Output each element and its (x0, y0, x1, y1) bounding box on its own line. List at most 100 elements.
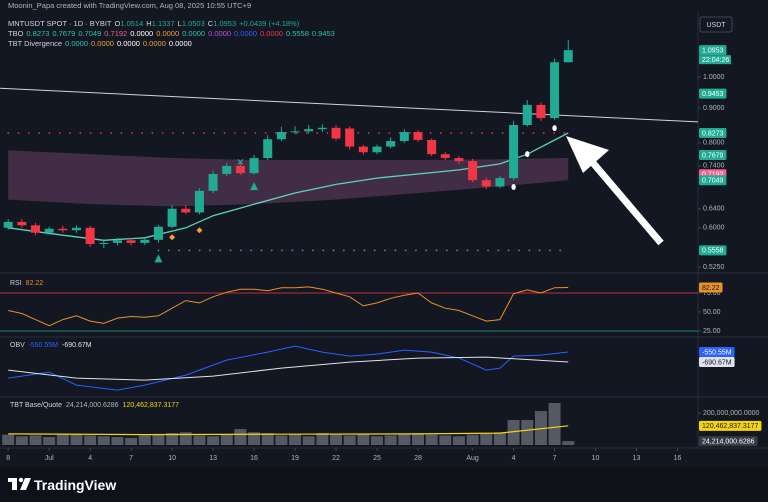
pane-value: 120,462,837.3177 (123, 402, 180, 409)
candle-body (249, 158, 259, 174)
indicator-value: 0.0000 (116, 39, 140, 48)
bar (193, 435, 206, 445)
bar (302, 436, 315, 445)
candle-body (31, 225, 41, 233)
indicator-value: 0.0000 (208, 29, 232, 38)
indicator-value: 0.0000 (142, 39, 166, 48)
indicator-value: 0.8273 (26, 29, 50, 38)
pane-title: OBV -550.55M -690.67M (10, 342, 92, 349)
candle-body (290, 131, 300, 133)
candle-body (468, 161, 478, 181)
indicator-value: 0.0000 (182, 29, 206, 38)
bar (562, 441, 575, 445)
bar (166, 433, 179, 445)
bar (111, 437, 124, 445)
y-tick-label: 25.00 (703, 328, 721, 335)
bar (439, 435, 452, 445)
candle-body (263, 139, 273, 159)
candle-body (153, 226, 163, 240)
pane-title-name: OBV (10, 342, 25, 349)
brand[interactable]: TradingView (34, 477, 117, 493)
candle-body (17, 221, 27, 226)
indicator-name: TBT Divergence (8, 39, 63, 48)
countdown: 22:04:26 (702, 57, 729, 64)
bar (261, 433, 274, 445)
candle-body (44, 228, 54, 233)
moving-average (8, 425, 569, 436)
price-badge-label: 0.5558 (702, 248, 724, 255)
x-tick-label: 10 (168, 455, 176, 462)
value-badge (699, 347, 735, 358)
candle-body (276, 132, 286, 140)
indicator-value: 0.9453 (311, 29, 335, 38)
ohlc-value: 1.0953 (213, 19, 237, 28)
arrow-shaft (585, 154, 664, 246)
candle-body (235, 165, 245, 174)
price-badge (699, 175, 727, 186)
indicator-row: TBO 0.8273 0.7679 0.7049 0.7192 0.0000 0.0000 0… (8, 29, 338, 38)
y-tick-label: 1.0000 (703, 74, 725, 81)
candle-body (194, 190, 204, 213)
signal (237, 159, 244, 165)
candle-body (454, 158, 464, 162)
indicator-value: 0.7049 (78, 29, 102, 38)
value-badge (699, 282, 723, 293)
price-badge (699, 127, 727, 138)
candle-body (208, 173, 218, 191)
x-tick-label: 7 (129, 455, 133, 462)
signal (250, 182, 259, 191)
signal (511, 183, 516, 190)
pane-title-name: RSI (10, 280, 22, 287)
bar (152, 433, 165, 445)
brand-logo (8, 477, 31, 490)
credit: Moonin_Papa created with TradingView.com… (8, 1, 252, 10)
candle-body (99, 242, 109, 244)
change: +0.0439 (+4.18%) (239, 19, 300, 28)
x-tick-label: 28 (414, 455, 422, 462)
signal (552, 125, 557, 132)
bar (70, 434, 83, 445)
pane-title: RSI 82.22 (10, 280, 43, 287)
price-badge-label: 0.7192 (702, 172, 724, 179)
indicator-value: 0.5558 (285, 29, 309, 38)
candle-body (358, 146, 368, 153)
currency[interactable]: USDT (706, 22, 726, 29)
bar (207, 436, 220, 445)
pane-value: -550.55M (28, 342, 58, 349)
arrow-head (566, 136, 609, 173)
bar (2, 434, 15, 445)
candle-body (85, 227, 95, 244)
bar (343, 435, 356, 445)
x-tick-label: 25 (373, 455, 381, 462)
price-badge-label: 0.8273 (702, 130, 724, 137)
symbol[interactable]: MNTUSDT SPOT · 1D · BYBIT (8, 19, 112, 28)
price-badge (699, 149, 727, 160)
currency-box[interactable] (699, 16, 733, 33)
bar (234, 429, 247, 445)
logo-part (20, 478, 31, 490)
x-tick-label: 7 (553, 455, 557, 462)
price-badge-label: 0.7679 (702, 152, 724, 159)
x-tick-label: 13 (209, 455, 217, 462)
candle-body (181, 208, 191, 213)
bar (29, 435, 42, 445)
ohlc-value: 1.0514 (120, 19, 144, 28)
candle-body (563, 50, 573, 63)
pane-value: 24,214,000.6286 (66, 402, 119, 409)
trend-line (0, 87, 699, 123)
bar (548, 402, 561, 445)
annotation-arrow (566, 136, 664, 246)
y-tick-label: 75.00 (703, 290, 721, 297)
x-tick-label: 16 (674, 455, 682, 462)
x-tick-label: 8 (6, 455, 10, 462)
candle-body (372, 146, 382, 153)
indicator-value: 0.7679 (52, 29, 76, 38)
bar (398, 433, 411, 445)
bar (466, 434, 479, 445)
candle-body (481, 180, 491, 187)
bar (521, 420, 534, 445)
indicator-value: 0.0000 (234, 29, 257, 38)
candle-body (550, 62, 560, 119)
candle-body (440, 154, 450, 159)
line (8, 345, 569, 391)
